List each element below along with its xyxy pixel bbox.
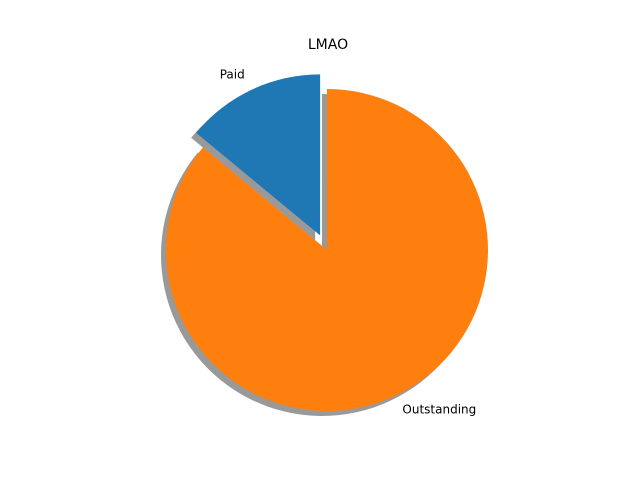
slice-outstanding <box>165 89 488 411</box>
pie-slices <box>165 74 488 411</box>
slice-paid <box>196 74 321 236</box>
slice-labels: Paid Outstanding <box>220 68 477 417</box>
chart-title: LMAO <box>308 37 348 53</box>
slice-label-paid: Paid <box>220 68 245 82</box>
slice-label-outstanding: Outstanding <box>402 403 476 417</box>
